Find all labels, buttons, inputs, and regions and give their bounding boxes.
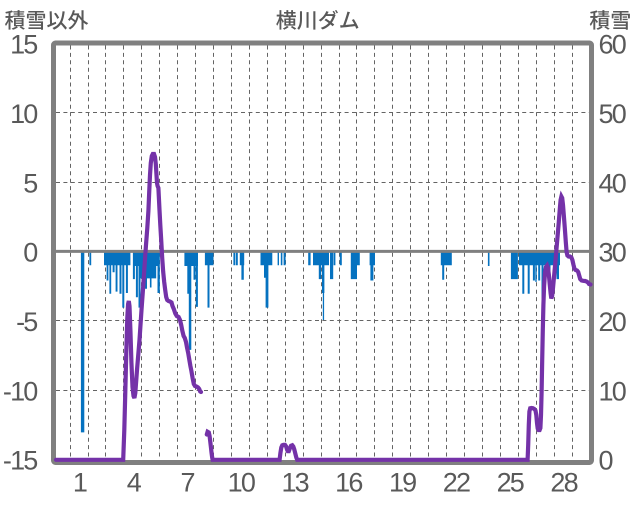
svg-text:-5: -5 [16, 307, 37, 337]
svg-text:16: 16 [335, 468, 362, 498]
svg-text:10: 10 [599, 376, 626, 406]
svg-text:50: 50 [599, 99, 626, 129]
svg-text:1: 1 [73, 468, 87, 498]
svg-text:10: 10 [228, 468, 255, 498]
svg-text:22: 22 [443, 468, 470, 498]
svg-text:28: 28 [550, 468, 577, 498]
svg-text:30: 30 [599, 238, 626, 268]
svg-text:0: 0 [599, 446, 613, 476]
svg-text:13: 13 [281, 468, 308, 498]
svg-text:25: 25 [497, 468, 524, 498]
svg-text:20: 20 [599, 307, 626, 337]
svg-text:15: 15 [10, 30, 37, 60]
svg-text:5: 5 [23, 168, 37, 198]
svg-text:0: 0 [23, 238, 37, 268]
svg-text:-10: -10 [3, 376, 37, 406]
svg-text:19: 19 [389, 468, 416, 498]
svg-text:60: 60 [599, 30, 626, 60]
svg-text:40: 40 [599, 168, 626, 198]
svg-text:7: 7 [180, 468, 194, 498]
svg-text:10: 10 [10, 99, 37, 129]
svg-text:4: 4 [127, 468, 142, 498]
svg-text:-15: -15 [3, 446, 37, 476]
